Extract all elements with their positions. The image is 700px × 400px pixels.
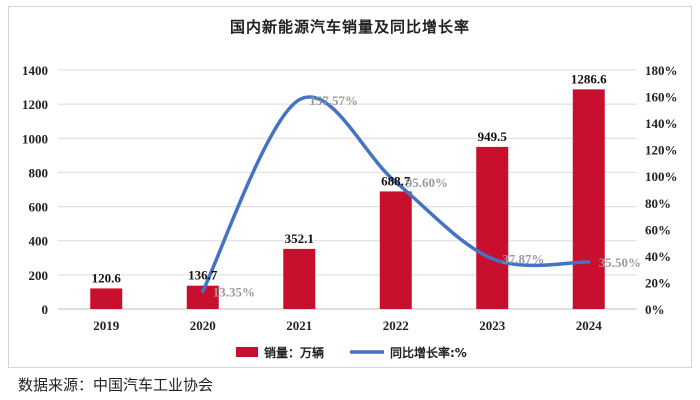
bar <box>379 191 412 309</box>
y-left-tick-label: 800 <box>29 165 49 180</box>
y-right-tick-label: 20% <box>645 275 671 290</box>
growth-rate-line <box>201 95 591 294</box>
data-source-note: 数据来源：中国汽车工业协会 <box>18 376 214 394</box>
growth-rate-label: 157.57% <box>309 93 358 108</box>
y-left-tick-label: 200 <box>29 268 49 283</box>
x-tick-label: 2019 <box>93 318 120 333</box>
y-right-tick-label: 140% <box>645 116 678 131</box>
y-right-tick-label: 0% <box>645 302 665 317</box>
bar-value-label: 352.1 <box>285 231 314 246</box>
bar-value-label: 949.5 <box>478 129 508 144</box>
y-right-tick-label: 80% <box>645 196 671 211</box>
x-tick-label: 2022 <box>383 318 409 333</box>
y-left-tick-label: 1400 <box>22 63 48 78</box>
y-right-tick-label: 100% <box>645 169 678 184</box>
legend-swatch-sales <box>236 347 258 357</box>
y-right-tick-label: 160% <box>645 90 678 105</box>
legend-label-growth: 同比增长率:% <box>390 345 467 360</box>
bar <box>186 285 219 309</box>
bar <box>283 248 316 309</box>
legend-label-sales: 销量：万辆 <box>264 345 324 360</box>
y-left-tick-label: 1000 <box>22 131 48 146</box>
bar-value-label: 136.7 <box>188 268 218 283</box>
y-right-tick-label: 120% <box>645 143 678 158</box>
bar-value-label: 688.7 <box>381 173 411 188</box>
x-tick-label: 2021 <box>286 318 312 333</box>
growth-rate-label: 35.50% <box>599 255 641 270</box>
bar-value-label: 1286.6 <box>571 71 607 86</box>
x-tick-label: 2023 <box>479 318 506 333</box>
growth-rate-label: 95.60% <box>406 175 448 190</box>
bar <box>90 288 123 309</box>
y-left-tick-label: 1200 <box>22 97 48 112</box>
growth-rate-label: 13.35% <box>213 284 255 299</box>
bar <box>476 146 509 309</box>
y-right-tick-label: 40% <box>645 249 671 264</box>
chart-title: 国内新能源汽车销量及同比增长率 <box>229 18 470 36</box>
y-right-tick-label: 60% <box>645 222 671 237</box>
y-left-tick-label: 600 <box>29 200 49 215</box>
y-left-tick-label: 400 <box>29 234 49 249</box>
bar-value-label: 120.6 <box>92 270 122 285</box>
y-right-tick-label: 180% <box>645 63 678 78</box>
x-tick-label: 2024 <box>576 318 603 333</box>
growth-rate-label: 37.87% <box>502 252 544 267</box>
bar <box>572 89 605 309</box>
x-tick-label: 2020 <box>190 318 216 333</box>
y-left-tick-label: 0 <box>42 302 49 317</box>
